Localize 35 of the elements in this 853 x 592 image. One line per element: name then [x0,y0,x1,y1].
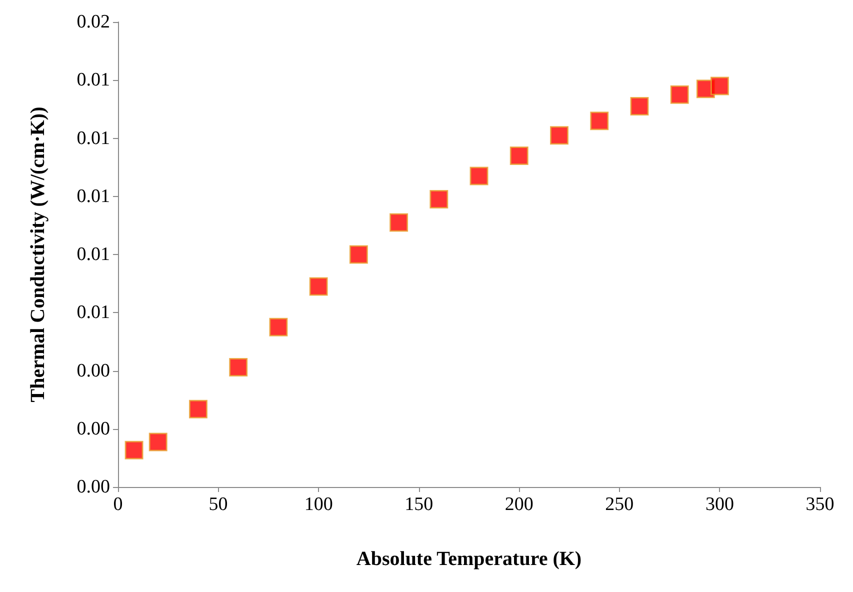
point [710,76,729,96]
point [269,318,288,336]
y-tick-label: 0.00 [76,360,110,382]
y-axis-title: Thermal Conductivity (W/(cm·K)) [27,106,49,402]
x-axis-title: Absolute Temperature (K) [356,548,582,570]
y-tick-label: 0.01 [76,70,110,91]
point [630,97,649,116]
x-tick-label: 150 [404,494,434,515]
x-tick-label: 200 [504,494,534,515]
y-tick-label: 0.01 [76,302,110,324]
y-tick-label: 0.01 [76,128,110,149]
point [349,245,368,264]
point [510,146,528,165]
y-tick-label: 0.00 [76,418,110,440]
x-tick-label: 100 [304,494,333,515]
point [188,400,208,418]
x-tick-label: 0 [113,494,123,515]
point [550,126,569,145]
x-tick-label: 250 [605,494,634,515]
y-tick-label: 0.01 [76,186,110,207]
y-tick-label: 0.00 [76,476,110,498]
y-tick-label: 0.02 [76,12,110,32]
point [148,432,168,452]
point [229,358,248,377]
x-tick-label: 50 [208,494,228,515]
point [390,213,408,232]
point [430,190,448,209]
x-tick-label: 350 [806,494,834,515]
point [309,277,328,296]
point [590,112,609,130]
y-tick-label: 0.01 [76,244,110,265]
x-tick-label: 300 [705,494,734,515]
point [124,440,144,460]
point [470,166,488,186]
point [670,85,689,104]
